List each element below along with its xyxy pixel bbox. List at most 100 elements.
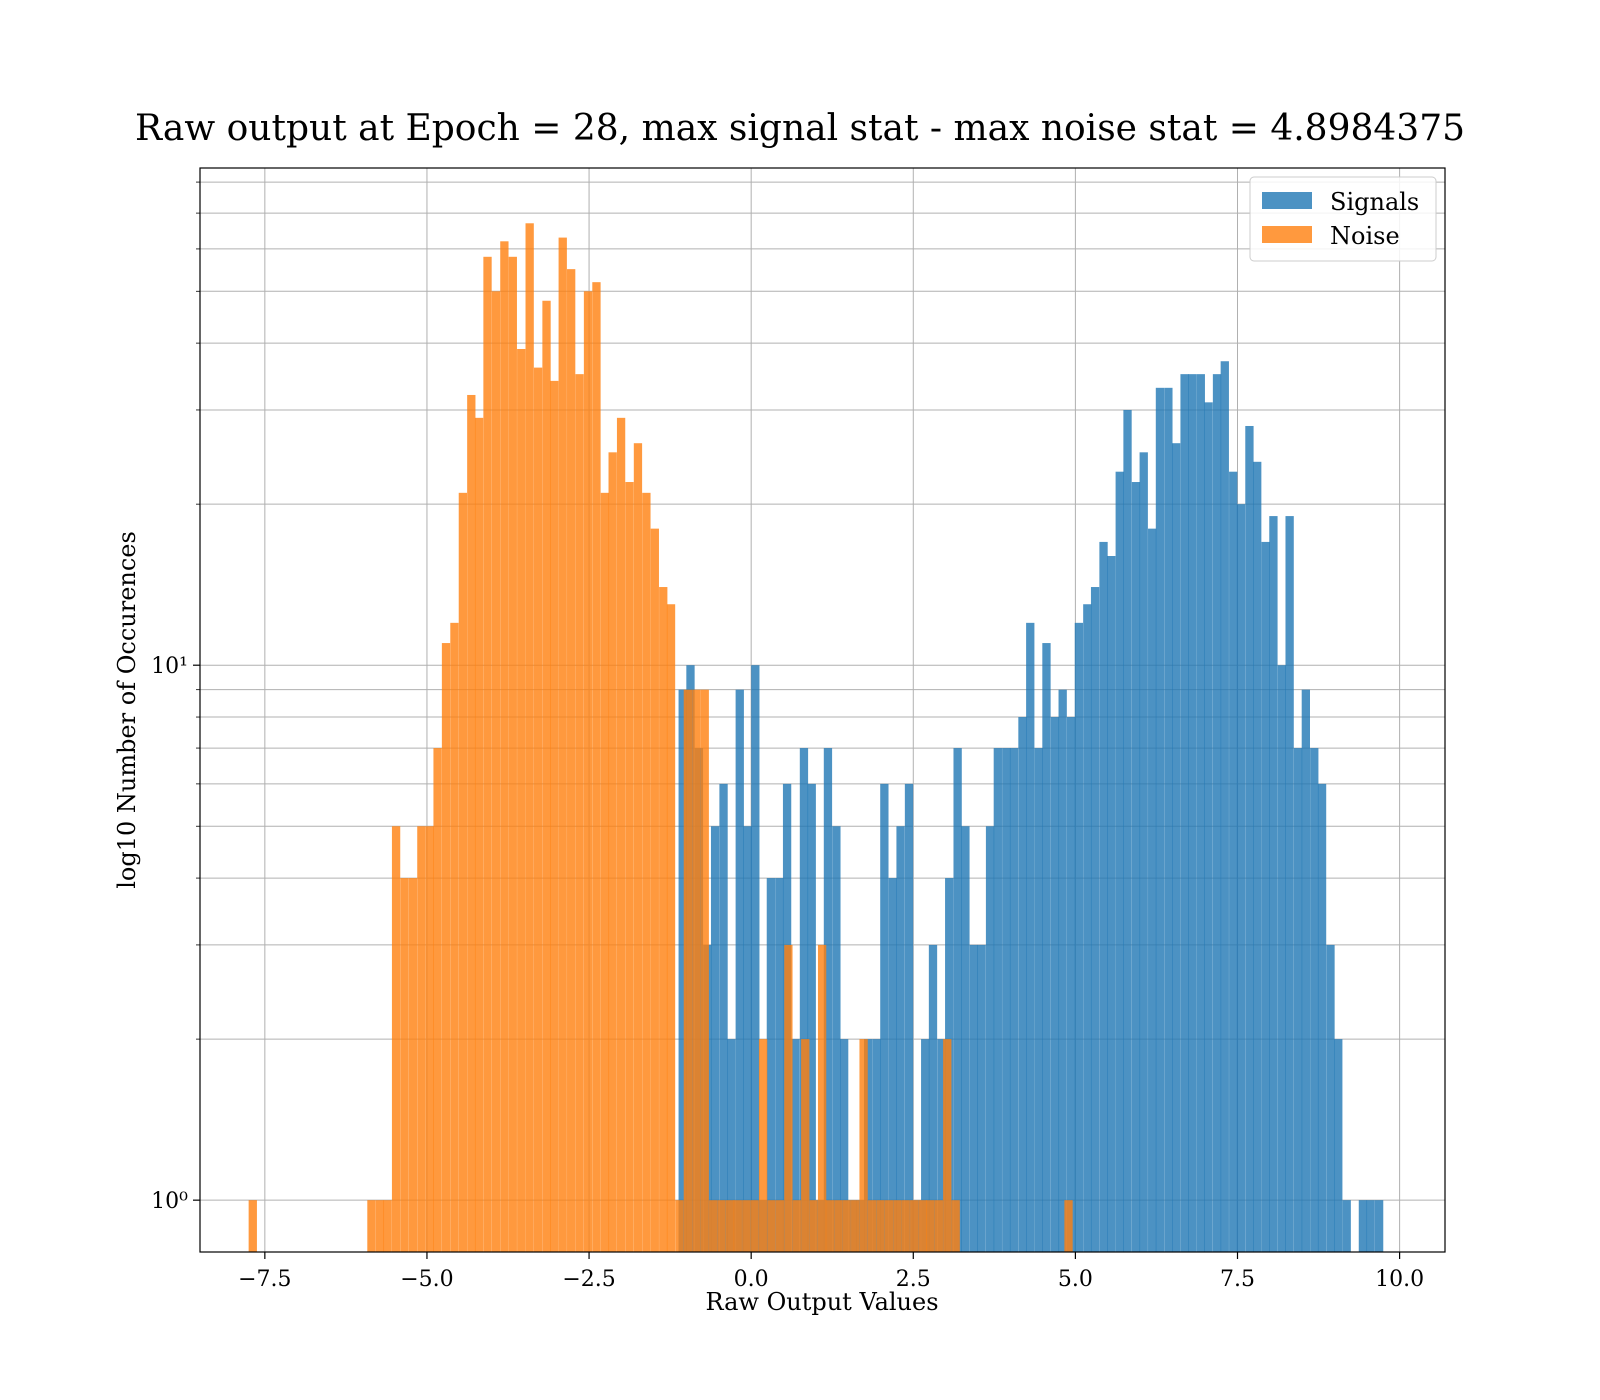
bar-signals bbox=[864, 1039, 873, 1252]
bar-signals bbox=[727, 1039, 736, 1252]
bar-noise bbox=[567, 269, 576, 1252]
bar-noise bbox=[867, 1200, 877, 1252]
bar-noise bbox=[500, 241, 509, 1252]
bar-signals bbox=[1358, 1200, 1368, 1252]
bar-signals bbox=[840, 1039, 849, 1252]
y-tick-label: 10⁰ bbox=[151, 1189, 188, 1214]
x-tick-label: −5.0 bbox=[400, 1267, 453, 1292]
bar-signals bbox=[1164, 387, 1173, 1252]
bar-signals bbox=[1050, 717, 1060, 1252]
bar-noise bbox=[733, 1200, 742, 1252]
bar-signals bbox=[985, 826, 995, 1252]
bar-signals bbox=[1123, 409, 1132, 1252]
bar-signals bbox=[880, 783, 889, 1252]
bar-signals bbox=[807, 783, 816, 1252]
bar-signals bbox=[1277, 665, 1287, 1252]
bar-signals bbox=[872, 1039, 881, 1252]
bar-signals bbox=[775, 878, 784, 1252]
legend-signals-swatch bbox=[1262, 192, 1312, 209]
bar-noise bbox=[458, 492, 468, 1252]
plot-frame bbox=[199, 167, 1446, 1253]
bar-noise bbox=[750, 1200, 759, 1252]
bar-noise bbox=[474, 417, 484, 1252]
bars-layer bbox=[248, 223, 1384, 1253]
bar-signals bbox=[953, 748, 962, 1252]
x-tick-label: −7.5 bbox=[238, 1267, 291, 1292]
bar-noise bbox=[859, 1039, 868, 1252]
bar-noise bbox=[675, 1200, 684, 1252]
bar-signals bbox=[1310, 748, 1319, 1252]
x-tick-label: −2.5 bbox=[562, 1267, 615, 1292]
bar-signals bbox=[1180, 374, 1189, 1252]
bar-signals bbox=[1155, 387, 1165, 1252]
bar-noise bbox=[910, 1200, 919, 1252]
bar-signals bbox=[1342, 1200, 1351, 1252]
bar-noise bbox=[692, 689, 701, 1252]
bar-signals bbox=[751, 665, 760, 1252]
bar-noise bbox=[608, 452, 617, 1252]
bar-signals bbox=[1018, 717, 1027, 1252]
bar-signals bbox=[791, 1039, 800, 1252]
bar-signals bbox=[1245, 425, 1254, 1252]
bar-signals bbox=[1374, 1200, 1384, 1252]
bar-signals bbox=[1220, 361, 1229, 1253]
bar-noise bbox=[943, 1039, 952, 1252]
bar-signals bbox=[1196, 374, 1205, 1252]
bar-signals bbox=[1009, 748, 1019, 1252]
bar-noise bbox=[616, 417, 626, 1252]
bar-noise bbox=[517, 349, 526, 1252]
bar-signals bbox=[928, 944, 938, 1252]
bar-noise bbox=[901, 1200, 910, 1252]
bar-signals bbox=[1366, 1200, 1375, 1252]
bar-signals bbox=[1334, 1039, 1343, 1252]
bar-noise bbox=[934, 1200, 943, 1252]
bar-noise bbox=[248, 1200, 257, 1252]
bar-signals bbox=[1115, 471, 1124, 1252]
bar-signals bbox=[1293, 748, 1303, 1252]
legend-noise-swatch bbox=[1262, 226, 1312, 243]
bar-noise bbox=[525, 223, 534, 1253]
bar-signals bbox=[743, 826, 752, 1252]
bar-noise bbox=[441, 643, 451, 1252]
bar-noise bbox=[767, 1200, 776, 1252]
bar-noise bbox=[817, 944, 827, 1252]
bar-noise bbox=[709, 1200, 718, 1252]
bar-signals bbox=[1261, 541, 1270, 1252]
y-tick-label: 10¹ bbox=[151, 654, 188, 679]
bar-signals bbox=[1058, 689, 1067, 1252]
bar-signals bbox=[735, 689, 744, 1252]
bar-signals bbox=[961, 826, 970, 1252]
bar-signals bbox=[678, 689, 687, 1252]
bar-signals bbox=[832, 826, 841, 1252]
x-tick-label: 2.5 bbox=[896, 1267, 931, 1292]
bar-noise bbox=[884, 1200, 894, 1252]
x-tick-label: 0.0 bbox=[734, 1267, 769, 1292]
x-tick-label: 10.0 bbox=[1375, 1267, 1424, 1292]
bar-noise bbox=[784, 944, 793, 1252]
bar-noise bbox=[383, 1200, 392, 1252]
bar-signals bbox=[710, 826, 720, 1252]
bar-noise bbox=[717, 1200, 726, 1252]
bar-noise bbox=[592, 282, 601, 1252]
series-noise bbox=[248, 223, 1073, 1253]
bar-noise bbox=[801, 1039, 810, 1252]
bar-noise bbox=[550, 380, 559, 1253]
bar-signals bbox=[1042, 643, 1051, 1252]
bar-noise bbox=[467, 394, 476, 1252]
bar-signals bbox=[1148, 528, 1157, 1252]
bar-signals bbox=[1090, 587, 1100, 1252]
bar-noise bbox=[725, 1200, 735, 1252]
bar-noise bbox=[775, 1200, 785, 1252]
bar-noise bbox=[367, 1200, 376, 1252]
bar-noise bbox=[700, 689, 709, 1252]
bar-signals bbox=[1083, 604, 1092, 1252]
x-tick-label: 7.5 bbox=[1220, 1267, 1255, 1292]
bar-noise bbox=[926, 1200, 935, 1252]
bar-signals bbox=[719, 783, 728, 1252]
bar-signals bbox=[1212, 374, 1222, 1252]
bar-signals bbox=[1317, 783, 1327, 1252]
bar-signals bbox=[1066, 717, 1076, 1252]
bar-signals bbox=[1269, 516, 1278, 1252]
x-axis: −7.5 −5.0 −2.5 0.0 2.5 5.0 7.5 10.0 bbox=[238, 1252, 1424, 1292]
